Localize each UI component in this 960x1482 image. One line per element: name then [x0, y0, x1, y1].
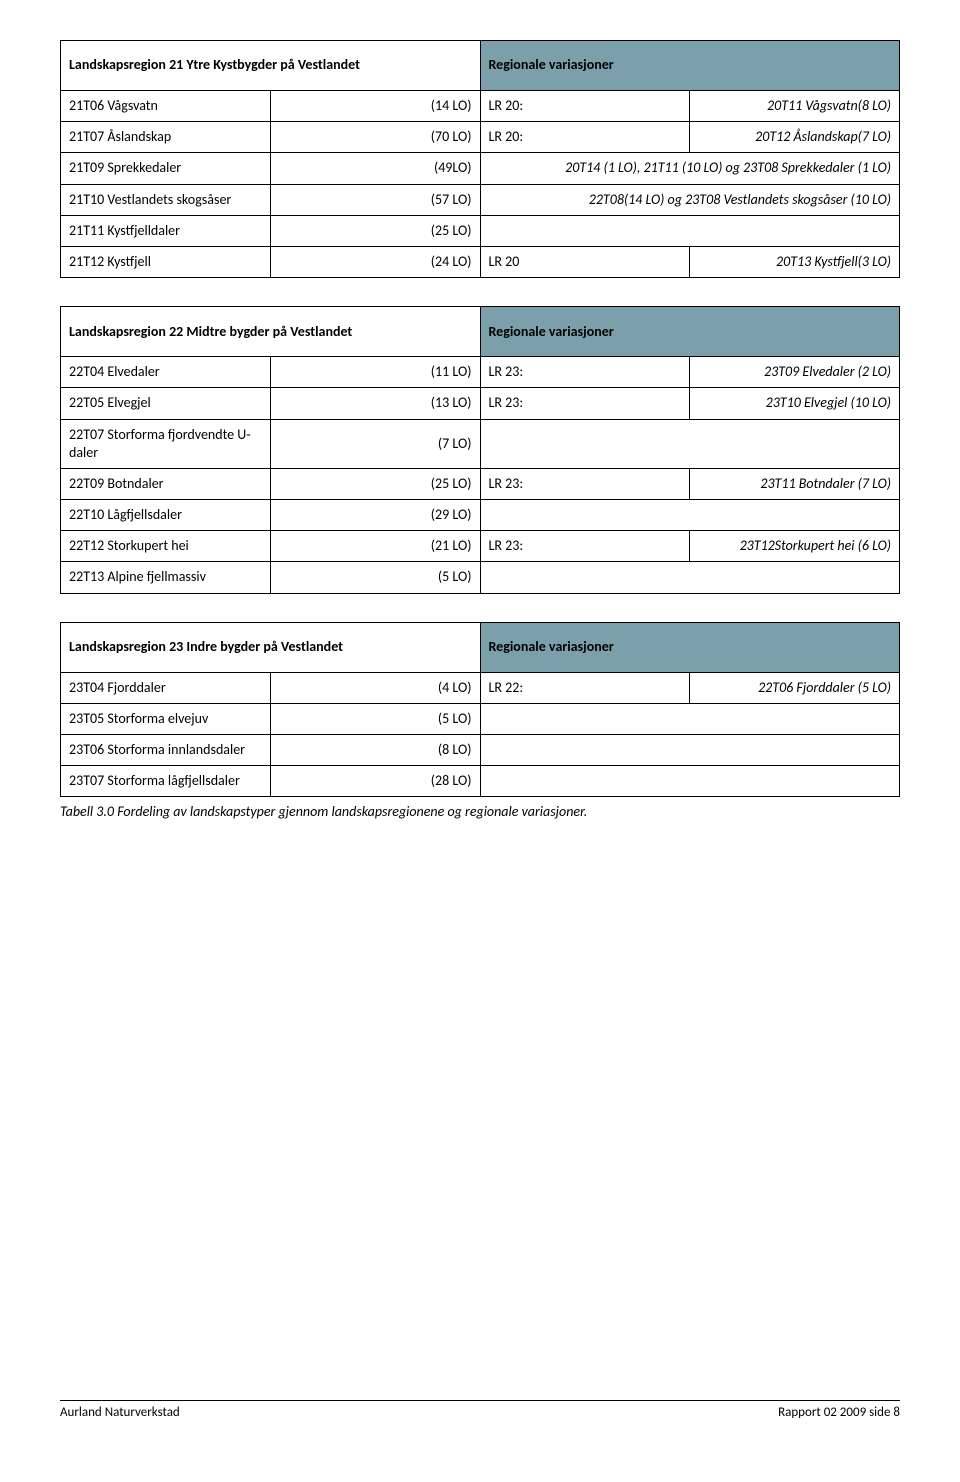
- t2-body: 22T04 Elvedaler (11 LO) LR 23: 23T09 Elv…: [61, 357, 900, 594]
- cell-rv: 23T11 Botndaler (7 LO): [690, 468, 900, 499]
- cell-lo: (29 LO): [270, 500, 480, 531]
- table-row: 21T09 Sprekkedaler (49LO) 20T14 (1 LO), …: [61, 153, 900, 184]
- table-row: 21T06 Vågsvatn (14 LO) LR 20: 20T11 Vågs…: [61, 91, 900, 122]
- table-row: 23T05 Storforma elvejuv (5 LO): [61, 703, 900, 734]
- cell-rv: 20T12 Åslandskap(7 LO): [690, 122, 900, 153]
- cell-name: 22T07 Storforma fjordvendte U-daler: [61, 419, 271, 468]
- cell-lo: (5 LO): [270, 703, 480, 734]
- table-row: 22T12 Storkupert hei (21 LO) LR 23: 23T1…: [61, 531, 900, 562]
- t1-body: 21T06 Vågsvatn (14 LO) LR 20: 20T11 Vågs…: [61, 91, 900, 278]
- table-row: 21T07 Åslandskap (70 LO) LR 20: 20T12 Ås…: [61, 122, 900, 153]
- table: Landskapsregion 23 Indre bygder på Vestl…: [60, 622, 900, 798]
- cell-rv: 23T10 Elvegjel (10 LO): [690, 388, 900, 419]
- table-row: 22T10 Lågfjellsdaler (29 LO): [61, 500, 900, 531]
- cell-name: 21T12 Kystfjell: [61, 246, 271, 277]
- cell-lr: LR 22:: [480, 672, 690, 703]
- table-row: 22T04 Elvedaler (11 LO) LR 23: 23T09 Elv…: [61, 357, 900, 388]
- cell-name: 23T07 Storforma lågfjellsdaler: [61, 766, 271, 797]
- cell-name: 23T04 Fjorddaler: [61, 672, 271, 703]
- cell-name: 21T07 Åslandskap: [61, 122, 271, 153]
- cell-name: 21T09 Sprekkedaler: [61, 153, 271, 184]
- cell-lo: (8 LO): [270, 735, 480, 766]
- cell-lo: (5 LO): [270, 562, 480, 593]
- cell-lo: (14 LO): [270, 91, 480, 122]
- cell-rv: [480, 766, 900, 797]
- cell-lr: LR 23:: [480, 468, 690, 499]
- cell-lo: (4 LO): [270, 672, 480, 703]
- cell-name: 22T04 Elvedaler: [61, 357, 271, 388]
- cell-rv: [480, 419, 900, 468]
- cell-name: 23T05 Storforma elvejuv: [61, 703, 271, 734]
- cell-name: 23T06 Storforma innlandsdaler: [61, 735, 271, 766]
- cell-lo: (25 LO): [270, 468, 480, 499]
- cell-lo: (13 LO): [270, 388, 480, 419]
- cell-rv: 20T11 Vågsvatn(8 LO): [690, 91, 900, 122]
- page-footer: Aurland Naturverkstad Rapport 02 2009 si…: [60, 1400, 900, 1405]
- table-row: 23T06 Storforma innlandsdaler (8 LO): [61, 735, 900, 766]
- cell-lr: LR 20:: [480, 122, 690, 153]
- table-row: 21T12 Kystfjell (24 LO) LR 20 20T13 Kyst…: [61, 246, 900, 277]
- table: Landskapsregion 21 Ytre Kystbygder på Ve…: [60, 40, 900, 278]
- cell-lr: LR 23:: [480, 388, 690, 419]
- cell-name: 21T06 Vågsvatn: [61, 91, 271, 122]
- table-row: 22T07 Storforma fjordvendte U-daler (7 L…: [61, 419, 900, 468]
- table-row: 22T09 Botndaler (25 LO) LR 23: 23T11 Bot…: [61, 468, 900, 499]
- table-row: 23T07 Storforma lågfjellsdaler (28 LO): [61, 766, 900, 797]
- cell-rv: [480, 735, 900, 766]
- table-row: 23T04 Fjorddaler (4 LO) LR 22: 22T06 Fjo…: [61, 672, 900, 703]
- footer-left: Aurland Naturverkstad: [60, 1405, 180, 1420]
- table-row: 22T05 Elvegjel (13 LO) LR 23: 23T10 Elve…: [61, 388, 900, 419]
- cell-rv: [480, 500, 900, 531]
- table-region-22: Landskapsregion 22 Midtre bygder på Vest…: [60, 306, 900, 594]
- table-title: Landskapsregion 21 Ytre Kystbygder på Ve…: [61, 41, 481, 91]
- cell-lo: (7 LO): [270, 419, 480, 468]
- cell-rv: 23T09 Elvedaler (2 LO): [690, 357, 900, 388]
- t3-body: 23T04 Fjorddaler (4 LO) LR 22: 22T06 Fjo…: [61, 672, 900, 797]
- cell-lr: LR 20:: [480, 91, 690, 122]
- cell-lo: (57 LO): [270, 184, 480, 215]
- cell-name: 22T09 Botndaler: [61, 468, 271, 499]
- cell-lo: (49LO): [270, 153, 480, 184]
- cell-rv: [480, 562, 900, 593]
- table-title: Landskapsregion 22 Midtre bygder på Vest…: [61, 307, 481, 357]
- table-row: 21T10 Vestlandets skogsåser (57 LO) 22T0…: [61, 184, 900, 215]
- cell-name: 22T05 Elvegjel: [61, 388, 271, 419]
- rv-header: Regionale variasjoner: [480, 622, 900, 672]
- table-region-21: Landskapsregion 21 Ytre Kystbygder på Ve…: [60, 40, 900, 278]
- cell-lo: (24 LO): [270, 246, 480, 277]
- cell-rv: 20T14 (1 LO), 21T11 (10 LO) og 23T08 Spr…: [480, 153, 900, 184]
- cell-name: 22T12 Storkupert hei: [61, 531, 271, 562]
- cell-name: 21T11 Kystfjelldaler: [61, 215, 271, 246]
- cell-lr: LR 20: [480, 246, 690, 277]
- table-title: Landskapsregion 23 Indre bygder på Vestl…: [61, 622, 481, 672]
- table-region-23: Landskapsregion 23 Indre bygder på Vestl…: [60, 622, 900, 798]
- cell-rv: 23T12Storkupert hei (6 LO): [690, 531, 900, 562]
- cell-rv: 20T13 Kystfjell(3 LO): [690, 246, 900, 277]
- cell-lo: (70 LO): [270, 122, 480, 153]
- footer-right: Rapport 02 2009 side 8: [778, 1405, 900, 1420]
- cell-name: 22T10 Lågfjellsdaler: [61, 500, 271, 531]
- cell-lo: (11 LO): [270, 357, 480, 388]
- table-caption: Tabell 3.0 Fordeling av landskapstyper g…: [60, 803, 900, 820]
- table: Landskapsregion 22 Midtre bygder på Vest…: [60, 306, 900, 594]
- cell-rv: 22T08(14 LO) og 23T08 Vestlandets skogså…: [480, 184, 900, 215]
- rv-header: Regionale variasjoner: [480, 41, 900, 91]
- cell-lo: (21 LO): [270, 531, 480, 562]
- table-row: 21T11 Kystfjelldaler (25 LO): [61, 215, 900, 246]
- cell-lr: LR 23:: [480, 531, 690, 562]
- rv-header: Regionale variasjoner: [480, 307, 900, 357]
- cell-rv: 22T06 Fjorddaler (5 LO): [690, 672, 900, 703]
- cell-name: 21T10 Vestlandets skogsåser: [61, 184, 271, 215]
- cell-name: 22T13 Alpine fjellmassiv: [61, 562, 271, 593]
- cell-rv: [480, 703, 900, 734]
- cell-rv: [480, 215, 900, 246]
- table-row: 22T13 Alpine fjellmassiv (5 LO): [61, 562, 900, 593]
- cell-lo: (25 LO): [270, 215, 480, 246]
- cell-lo: (28 LO): [270, 766, 480, 797]
- cell-lr: LR 23:: [480, 357, 690, 388]
